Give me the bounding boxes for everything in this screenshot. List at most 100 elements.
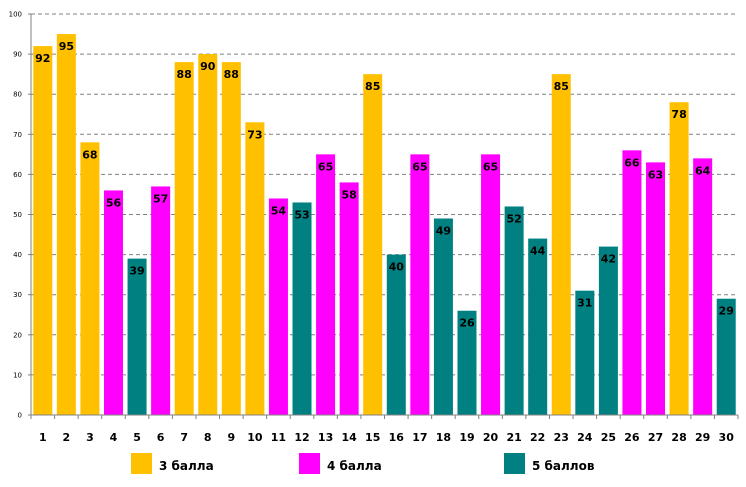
y-tick-label: 10	[13, 371, 22, 379]
data-label: 49	[436, 225, 451, 238]
x-tick-label: 11	[271, 431, 286, 444]
x-tick-label: 10	[247, 431, 263, 444]
y-tick-label: 30	[13, 291, 22, 299]
bar	[339, 182, 359, 415]
x-tick-label: 18	[436, 431, 451, 444]
x-tick-label: 12	[294, 431, 309, 444]
x-tick-label: 7	[180, 431, 188, 444]
x-tick-label: 14	[341, 431, 357, 444]
data-label: 58	[341, 188, 356, 201]
x-tick-label: 15	[365, 431, 380, 444]
legend-label: 5 баллов	[532, 459, 595, 473]
bar	[221, 62, 241, 416]
bar	[669, 102, 689, 415]
data-label: 53	[294, 208, 309, 221]
bar	[103, 190, 123, 415]
x-tick-label: 22	[530, 431, 545, 444]
bar	[575, 290, 595, 415]
data-label: 63	[648, 168, 663, 181]
x-tick-label: 1	[39, 431, 47, 444]
x-tick-label: 9	[227, 431, 235, 444]
x-tick-label: 25	[601, 431, 616, 444]
y-tick-label: 40	[13, 251, 22, 259]
y-tick-label: 70	[13, 131, 22, 139]
bar	[245, 122, 265, 416]
data-label: 88	[224, 68, 239, 81]
data-label: 78	[671, 108, 686, 121]
bar	[151, 186, 171, 415]
data-label: 65	[412, 160, 427, 173]
bar	[127, 258, 147, 415]
x-tick-label: 30	[719, 431, 735, 444]
y-tick-label: 20	[13, 331, 22, 339]
x-tick-label: 29	[695, 431, 710, 444]
data-label: 52	[506, 212, 521, 225]
x-tick-label: 6	[157, 431, 165, 444]
data-label: 40	[389, 261, 405, 274]
bar	[622, 150, 642, 415]
bar	[481, 154, 501, 415]
bar	[33, 46, 53, 416]
data-label: 54	[271, 204, 287, 217]
bar	[80, 142, 100, 415]
data-label: 66	[624, 156, 640, 169]
x-tick-label: 20	[483, 431, 499, 444]
y-tick-label: 60	[13, 171, 22, 179]
x-tick-label: 21	[506, 431, 521, 444]
x-tick-label: 5	[133, 431, 141, 444]
x-tick-label: 26	[624, 431, 640, 444]
data-label: 42	[601, 253, 616, 266]
y-tick-label: 100	[9, 11, 22, 19]
x-tick-label: 23	[554, 431, 569, 444]
x-tick-label: 19	[459, 431, 474, 444]
bar	[528, 238, 548, 415]
data-label: 68	[82, 148, 97, 161]
data-label: 90	[200, 60, 216, 73]
bar	[433, 218, 453, 415]
x-tick-label: 24	[577, 431, 593, 444]
bar	[292, 202, 312, 415]
data-label: 85	[365, 80, 380, 93]
data-label: 31	[577, 297, 592, 310]
x-tick-label: 8	[204, 431, 212, 444]
bar	[504, 206, 524, 415]
x-tick-label: 2	[63, 431, 71, 444]
x-tick-label: 17	[412, 431, 427, 444]
bar	[598, 246, 618, 415]
legend-swatch	[131, 453, 152, 474]
data-label: 73	[247, 128, 262, 141]
bar	[646, 162, 666, 415]
data-label: 29	[719, 305, 734, 318]
data-label: 56	[106, 196, 122, 209]
legend-swatch	[504, 453, 525, 474]
data-label: 65	[483, 160, 498, 173]
data-label: 44	[530, 245, 546, 258]
bar	[198, 54, 218, 415]
x-tick-label: 28	[671, 431, 686, 444]
y-tick-label: 80	[13, 91, 22, 99]
y-tick-label: 90	[13, 51, 22, 59]
data-label: 95	[59, 40, 74, 53]
x-tick-label: 13	[318, 431, 333, 444]
data-label: 57	[153, 192, 168, 205]
bar	[457, 310, 477, 415]
data-label: 88	[177, 68, 192, 81]
bar	[386, 254, 406, 415]
bar	[316, 154, 336, 415]
bar	[363, 74, 383, 416]
bar	[268, 198, 288, 415]
data-label: 64	[695, 164, 711, 177]
legend-label: 3 балла	[159, 459, 214, 473]
legend-swatch	[299, 453, 320, 474]
x-tick-label: 3	[86, 431, 94, 444]
x-tick-label: 27	[648, 431, 663, 444]
y-tick-label: 0	[18, 412, 22, 420]
bar	[716, 298, 736, 415]
x-tick-label: 4	[110, 431, 118, 444]
y-tick-label: 50	[13, 211, 22, 219]
data-label: 65	[318, 160, 333, 173]
bar	[174, 62, 194, 416]
bar	[410, 154, 430, 415]
bar	[693, 158, 713, 416]
